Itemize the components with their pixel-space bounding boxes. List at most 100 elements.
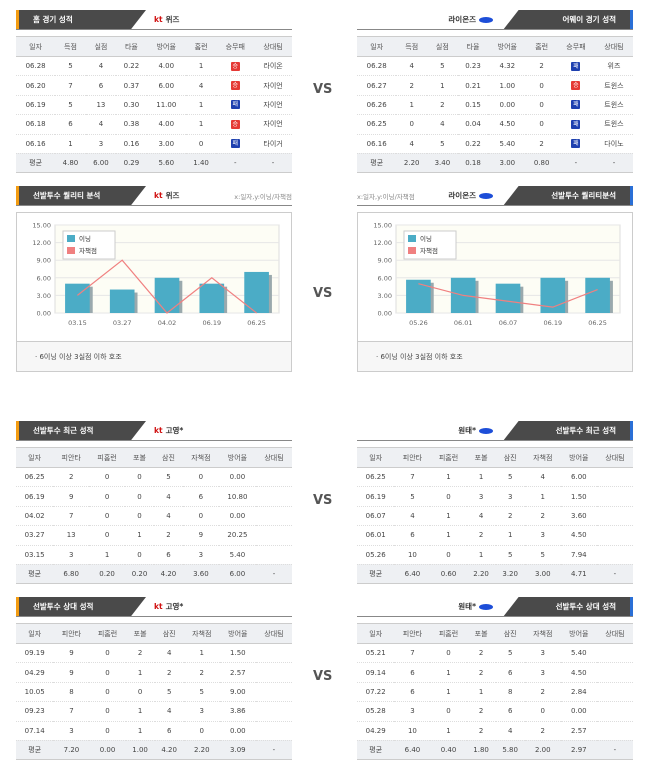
table-row: 09.14 6 1 2 6 3 4.50 — [357, 662, 633, 683]
table-cell: 06.28 — [357, 56, 397, 77]
table-cell: 1 — [185, 56, 217, 77]
table-cell: 4 — [153, 486, 183, 507]
table-cell: 9 — [53, 643, 90, 664]
column-header: 상대팀 — [594, 36, 633, 57]
column-header: 홈런 — [185, 36, 217, 57]
table-row: 04.02 7 0 0 4 0 0.00 — [16, 506, 292, 527]
table-header-row: 일자 득점 실점 타율 방어율 홈런 승무패 상대팀 — [16, 36, 292, 57]
table-cell: 0 — [524, 701, 561, 722]
table-cell: 7 — [53, 506, 90, 527]
column-header: 득점 — [396, 36, 428, 57]
x-tick-label: 04.02 — [158, 319, 177, 327]
result-badge: 패 — [230, 100, 240, 110]
column-header: 승무패 — [556, 36, 595, 57]
x-tick-label: 05.26 — [409, 319, 428, 327]
table-cell: 6.00 — [560, 467, 597, 488]
table-cell: 0 — [125, 682, 155, 703]
column-header: 타율 — [116, 36, 147, 57]
table-cell: 06.25 — [357, 114, 397, 135]
table-cell: 1 — [430, 506, 467, 527]
table-row: 06.01 6 1 2 1 3 4.50 — [357, 525, 633, 546]
y-tick-label: 3.00 — [37, 292, 51, 300]
average-cell: 6.40 — [394, 564, 431, 585]
average-cell: 6.40 — [394, 740, 431, 761]
table-cell: 05.28 — [357, 701, 395, 722]
table-cell: 06.18 — [16, 114, 56, 135]
axis-hint: x:일자,y:이닝/자책점 — [234, 193, 292, 201]
table-cell: 10 — [394, 545, 431, 565]
column-header: 피안타 — [53, 447, 90, 468]
table-cell: 2 — [154, 662, 184, 683]
y-tick-label: 6.00 — [378, 274, 392, 282]
average-row: 평균 2.20 3.40 0.18 3.00 0.80- - — [357, 153, 633, 174]
table-cell: 0.00 — [218, 506, 257, 527]
table-cell — [256, 506, 292, 527]
table-cell: 2 — [125, 643, 155, 664]
table-cell: 0 — [89, 506, 126, 527]
result-badge: 패 — [571, 119, 581, 129]
table-cell: 4 — [466, 506, 496, 527]
average-cell: 4.20 — [154, 740, 184, 761]
table-cell: 1 — [466, 682, 496, 703]
table-cell: 5 — [495, 545, 525, 565]
result-badge: 패 — [230, 139, 240, 149]
vs-label: VS — [313, 493, 333, 508]
average-cell: 4.20 — [153, 564, 183, 585]
average-cell: 6.80 — [53, 564, 90, 585]
table-cell: 5.40 — [560, 643, 597, 664]
table-cell: 승 — [216, 75, 255, 96]
table-cell: 6 — [153, 545, 183, 565]
table-row: 06.16 4 5 0.22 5.40 2 패 다이노 — [357, 134, 633, 154]
table-cell: 10.80 — [218, 486, 257, 507]
table-cell: 6 — [85, 75, 117, 96]
result-badge: 승 — [571, 81, 581, 91]
table-cell: 1 — [89, 545, 126, 565]
panel-title: 선발투수 상대 성적 — [503, 597, 633, 617]
average-cell: 2.20 — [183, 740, 220, 761]
pitcher-name: 고영* — [165, 602, 184, 611]
legend-label-innings: 이닝 — [79, 234, 91, 243]
kt-logo: kt — [154, 602, 163, 611]
table-cell: 트윈스 — [594, 95, 633, 116]
table-cell: 06.25 — [357, 467, 395, 488]
table-cell: 2 — [526, 56, 557, 77]
table-cell: 1 — [125, 662, 155, 683]
table-row: 06.25 2 0 0 5 0 0.00 — [16, 467, 292, 488]
table-cell: 5.40 — [488, 134, 527, 154]
table-row: 06.16 1 3 0.16 3.00 0 패 타이거 — [16, 134, 292, 154]
average-cell: 평균 — [357, 740, 395, 761]
column-header: 자책점 — [524, 623, 561, 644]
table-cell: 4.32 — [488, 56, 527, 77]
table-cell: 0.37 — [116, 75, 147, 96]
table-cell: 5 — [495, 643, 525, 664]
y-tick-label: 9.00 — [37, 257, 51, 265]
table-cell: 05.21 — [357, 643, 395, 664]
quality-panel-right: x:일자,y:이닝/자책점 라이온즈 선발투수 퀄리티분석 0.00 3.00 6.… — [357, 186, 633, 372]
average-cell: - — [596, 740, 633, 761]
table-cell: 6.00 — [146, 75, 186, 96]
average-cell: 2.97 — [560, 740, 597, 761]
average-cell: 0.29 — [116, 153, 147, 174]
table-cell — [255, 662, 292, 683]
result-badge: 패 — [571, 100, 581, 110]
average-cell: - — [254, 153, 292, 174]
legend-swatch-er — [67, 247, 75, 254]
column-header: 피안타 — [394, 447, 431, 468]
table-cell: 위즈 — [594, 56, 633, 77]
y-tick-label: 12.00 — [32, 239, 51, 247]
column-header: 삼진 — [495, 447, 525, 468]
table-row: 09.23 7 0 1 4 3 3.86 — [16, 701, 292, 722]
team-label: kt 위즈 — [154, 190, 179, 201]
table-cell: 자이언 — [254, 95, 292, 116]
kt-logo: kt — [154, 15, 163, 24]
table-cell: 1 — [125, 701, 155, 722]
table-cell — [256, 525, 292, 546]
table-cell: 1 — [396, 95, 428, 116]
table-cell: 09.14 — [357, 662, 395, 683]
average-cell: 1.80 — [466, 740, 496, 761]
table-cell: 3.00 — [146, 134, 186, 154]
table-cell: 패 — [556, 56, 595, 77]
samsung-logo-icon — [479, 428, 493, 434]
innings-bar — [406, 279, 431, 313]
